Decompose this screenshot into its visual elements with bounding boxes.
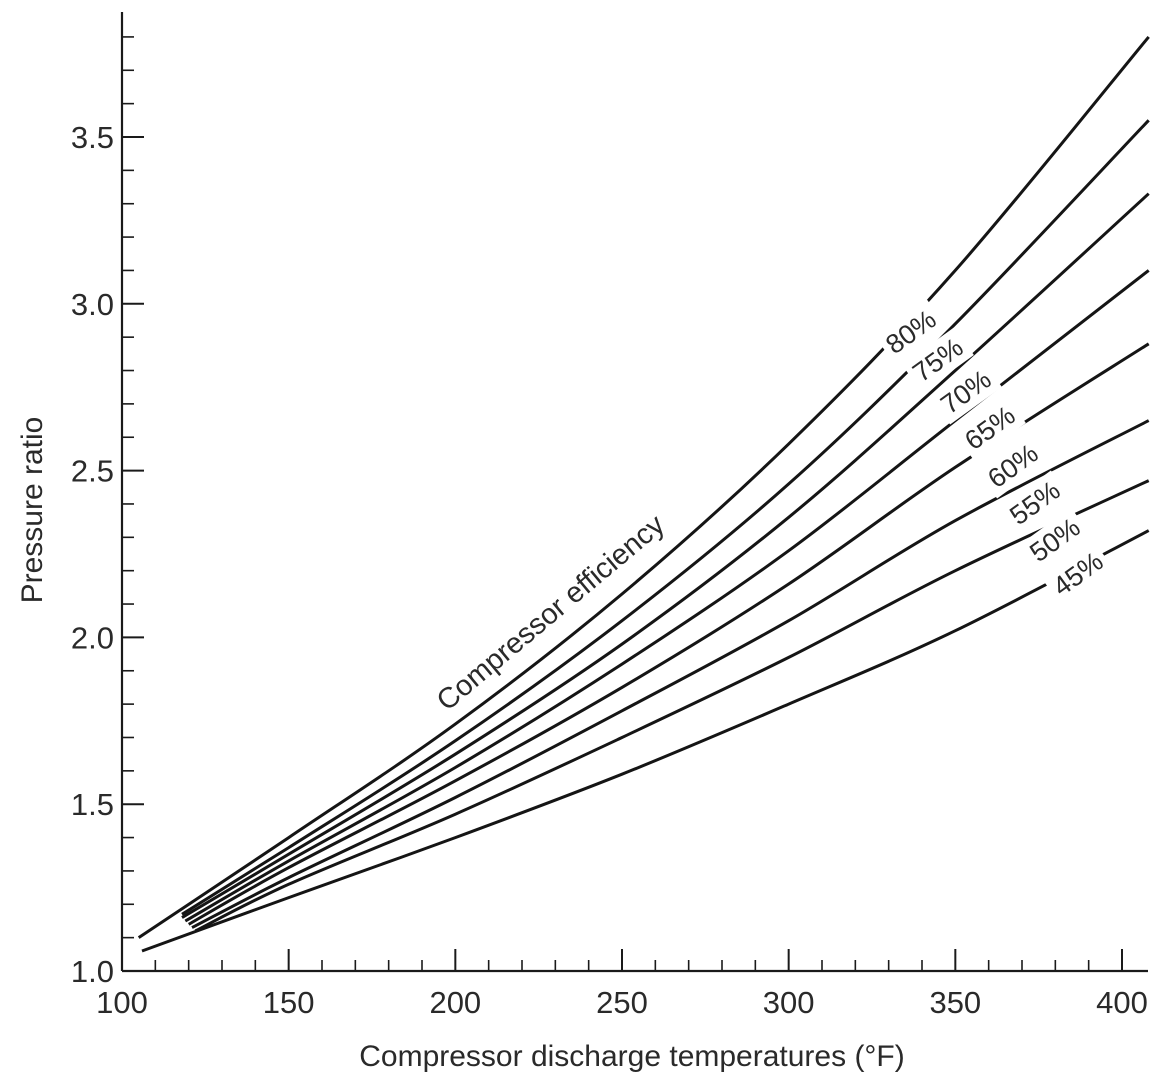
ticks [121,36,1123,972]
x-tick-label: 350 [929,985,981,1020]
x-tick-label: 400 [1096,985,1148,1020]
x-tick-label: 150 [263,985,315,1020]
curves [137,35,1150,953]
x-tick-label: 300 [763,985,815,1020]
curve-label-gap [902,327,974,393]
y-tick-label: 2.0 [71,620,114,655]
curve-75-pct [181,119,1150,916]
curve-label-gap [1042,541,1114,607]
curve-60-pct [187,342,1150,926]
y-tick-label: 1.0 [71,954,114,989]
x-tick-label: 200 [429,985,481,1020]
curve-label-gap [999,470,1071,536]
y-tick-label: 2.5 [71,454,114,489]
y-tick-label: 3.5 [71,120,114,155]
x-axis-title: Compressor discharge temperatures (°F) [359,1040,905,1073]
curve-label-gap [1019,507,1091,573]
curve-45-pct [141,529,1150,953]
curve-80-pct [137,35,1150,939]
y-tick-label: 1.5 [71,787,114,822]
curve-label-gap [977,433,1049,499]
y-tick-label: 3.0 [71,287,114,322]
efficiency-annotation: Compressor efficiency [431,508,671,717]
curve-55-pct [191,419,1150,929]
x-tick-label: 250 [596,985,648,1020]
curve-label-gap [875,299,947,365]
tick-labels: 1.0 1.5 2.0 2.5 3.0 3.5 100 150 200 250 300 350 400 [71,120,1148,1020]
curve-label-gap [930,359,1002,425]
curve-labels: 80%75%70%65%60%55%50%45% [875,299,1114,607]
curve-label-gap [954,395,1026,461]
axes [120,12,1148,973]
curve-50-pct [194,479,1150,933]
y-axis-title: Pressure ratio [16,417,49,604]
x-tick-label: 100 [96,985,148,1020]
